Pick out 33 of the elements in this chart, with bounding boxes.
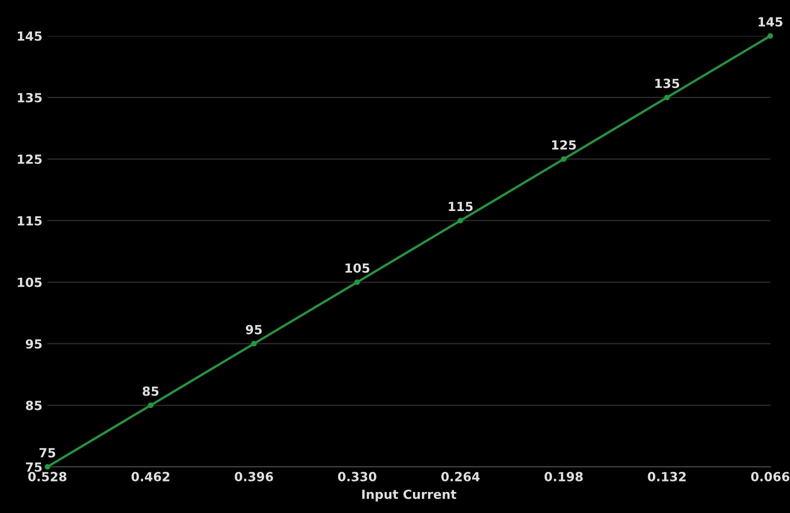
x-axis-title: Input Current bbox=[362, 490, 456, 502]
point bbox=[354, 279, 360, 285]
y-tick-label: 105 bbox=[18, 278, 42, 288]
data-label: 105 bbox=[346, 263, 370, 273]
y-tick-label: 75 bbox=[26, 462, 42, 472]
y-tick-label: 115 bbox=[18, 216, 42, 226]
data-label: 75 bbox=[40, 448, 56, 458]
point bbox=[251, 340, 257, 346]
point bbox=[458, 218, 464, 224]
x-tick-label: 0.132 bbox=[648, 472, 686, 482]
point bbox=[767, 33, 774, 39]
y-tick-label: 85 bbox=[26, 400, 42, 410]
data-label: 145 bbox=[758, 17, 782, 27]
point bbox=[560, 156, 566, 162]
x-tick-label: 0.198 bbox=[544, 472, 583, 482]
x-tick-label: 0.462 bbox=[131, 472, 170, 482]
y-tick-label: 95 bbox=[26, 339, 42, 349]
data-label: 135 bbox=[655, 78, 680, 88]
y-tick-label: 125 bbox=[18, 154, 42, 164]
x-tick-label: 0.528 bbox=[28, 472, 66, 482]
data-label: 95 bbox=[246, 324, 262, 334]
y-tick-label: 145 bbox=[18, 32, 42, 41]
x-tick-label: 0.264 bbox=[441, 472, 480, 482]
point bbox=[44, 464, 50, 470]
data-label: 125 bbox=[552, 140, 576, 150]
point bbox=[148, 402, 154, 408]
point bbox=[664, 94, 670, 100]
data-label: 85 bbox=[142, 386, 158, 396]
x-tick-label: 0.066 bbox=[751, 472, 790, 482]
data-label: 115 bbox=[448, 202, 473, 212]
y-tick-label: 135 bbox=[18, 92, 42, 102]
x-tick-label: 0.330 bbox=[338, 472, 376, 482]
x-tick-label: 0.396 bbox=[234, 472, 274, 482]
